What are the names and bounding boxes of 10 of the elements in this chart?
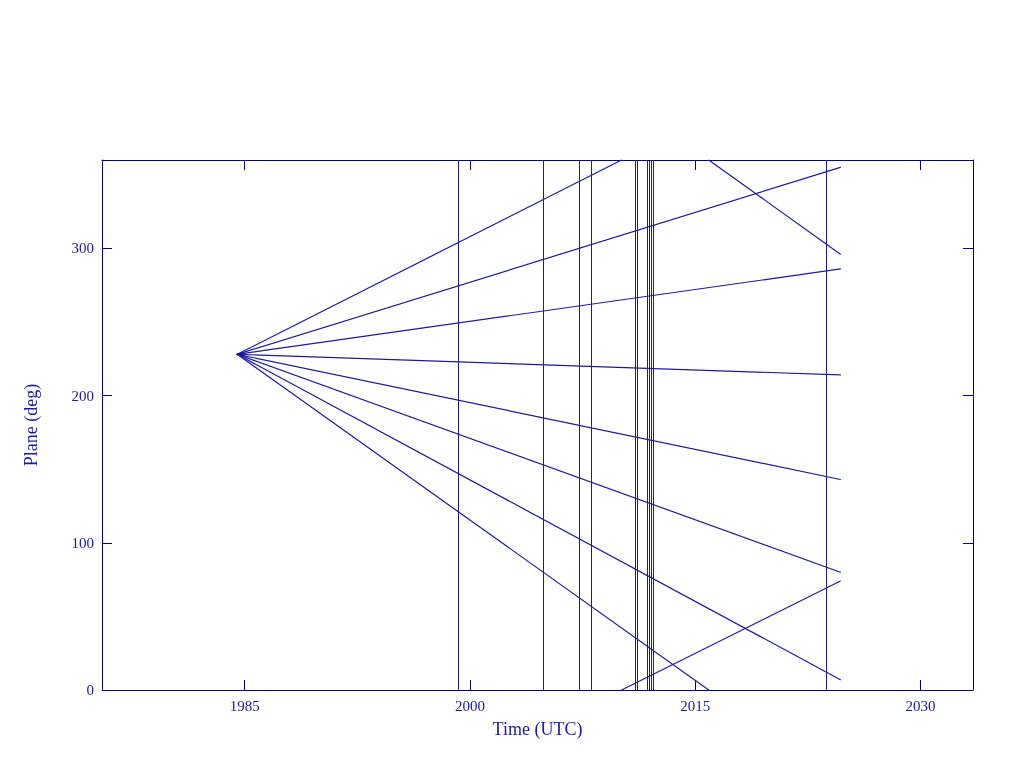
x-axis-title: Time (UTC) — [492, 719, 583, 740]
x-tick-label: 2030 — [905, 697, 936, 714]
x-tick-label: 2000 — [454, 697, 485, 714]
y-tick-label: 100 — [71, 534, 94, 551]
x-tick-label: 1985 — [229, 697, 260, 714]
y-tick-label: 200 — [71, 387, 94, 404]
y-tick-label: 0 — [86, 682, 94, 698]
x-tick-label: 2015 — [680, 697, 711, 714]
y-tick-label: 300 — [71, 240, 94, 257]
y-axis-title: Plane (deg) — [21, 383, 42, 467]
